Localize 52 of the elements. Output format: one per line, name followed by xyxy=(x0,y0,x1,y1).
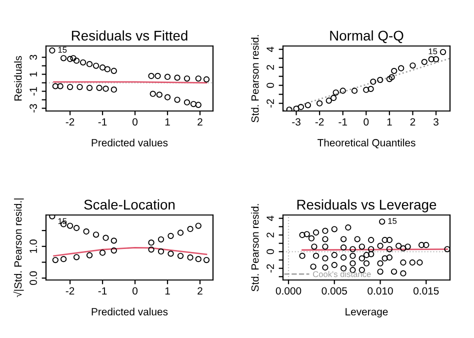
chart-title: Residuals vs Fitted xyxy=(72,30,188,41)
x-tick-label: 0 xyxy=(364,118,369,126)
x-tick-label: -2 xyxy=(66,118,74,126)
x-tick-label: -1 xyxy=(98,118,107,126)
legend-label: Cook's distance xyxy=(313,270,371,278)
x-tick-label: 3 xyxy=(434,118,438,126)
y-axis-title: Residuals xyxy=(14,56,22,101)
line-series xyxy=(53,246,208,257)
annotation: 15 xyxy=(428,48,438,54)
x-tick-label: -1 xyxy=(338,118,347,126)
y-tick-label: 4 xyxy=(266,46,274,52)
x-axis-title: Theoretical Quantiles xyxy=(318,138,416,148)
y-axis-title: Std. Pearson resid. xyxy=(251,35,259,122)
y-tick-label: -1 xyxy=(30,87,37,96)
y-axis-title: Std. Pearson resid. xyxy=(251,204,259,292)
x-tick-label: 0.005 xyxy=(322,287,347,295)
x-tick-label: 2 xyxy=(198,118,202,126)
x-axis-title: Predicted values xyxy=(92,138,168,146)
y-tick-label: 0 xyxy=(266,82,274,88)
annotation: 15 xyxy=(388,218,397,224)
chart-title: Residuals vs Leverage xyxy=(297,199,436,212)
y-tick-label: 3 xyxy=(30,54,37,60)
chart-title: Scale-Location xyxy=(84,199,175,210)
x-tick-label: 1 xyxy=(387,118,392,126)
chart-title: Normal Q-Q xyxy=(330,30,404,44)
x-tick-label: 2 xyxy=(198,287,202,294)
y-tick-label: -3 xyxy=(30,104,37,112)
x-axis-title: Leverage xyxy=(346,308,388,318)
y-axis-title: √|Std. Pearson resid.| xyxy=(13,198,24,298)
x-tick-label: 0.000 xyxy=(276,287,302,295)
y-tick-label: -2 xyxy=(266,99,274,108)
y-tick-label: 1 xyxy=(30,72,37,76)
x-tick-label: -3 xyxy=(292,118,300,126)
y-tick-label: 0.0 xyxy=(30,271,37,285)
x-tick-label: 0 xyxy=(132,287,138,295)
x-tick-label: -2 xyxy=(315,118,324,126)
x-tick-label: 1 xyxy=(165,287,170,294)
x-tick-label: 0 xyxy=(132,118,138,126)
y-tick-label: 2 xyxy=(266,64,274,70)
y-tick-label: 0 xyxy=(266,249,274,254)
x-tick-label: 1 xyxy=(165,118,170,126)
annotation: 15 xyxy=(58,46,67,53)
y-tick-label: 1.0 xyxy=(30,240,37,253)
y-tick-label: 2 xyxy=(266,232,274,238)
x-tick-label: 0.010 xyxy=(368,287,393,295)
y-tick-label: -2 xyxy=(266,264,274,272)
x-tick-label: 0.015 xyxy=(414,287,439,295)
x-tick-label: -1 xyxy=(98,287,107,294)
x-axis-title: Predicted values xyxy=(92,308,168,316)
y-tick-label: 4 xyxy=(266,216,274,221)
x-tick-label: 2 xyxy=(410,118,416,126)
x-tick-label: -2 xyxy=(66,287,74,294)
